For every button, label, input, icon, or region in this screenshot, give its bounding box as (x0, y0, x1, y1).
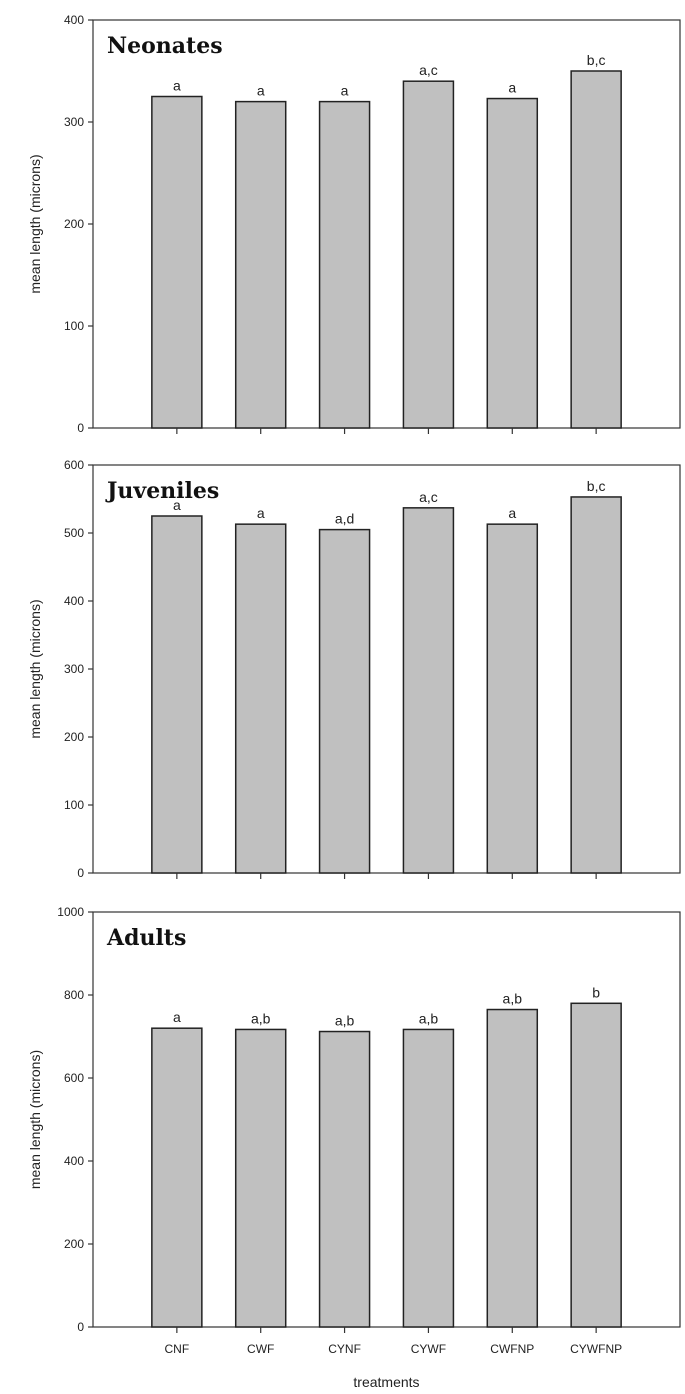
y-tick-label-0-3: 300 (64, 115, 84, 129)
bar-0-5 (570, 70, 622, 429)
category-label-0: CNF (165, 1342, 190, 1356)
category-label-1: CWF (247, 1342, 274, 1356)
y-tick-label-2-5: 1000 (57, 905, 84, 919)
significance-label-2-5: b (592, 984, 600, 1000)
y-axis-label-1: mean length (microns) (27, 599, 43, 738)
bar-1-4 (486, 523, 539, 874)
category-label-5: CYWFNP (570, 1342, 622, 1356)
bar-1-2 (318, 528, 371, 874)
panel-title-2: Adults (106, 925, 186, 951)
y-axis-label-0: mean length (microns) (27, 154, 43, 293)
y-tick-label-1-3: 300 (64, 662, 84, 676)
bar-2-5 (570, 1002, 622, 1328)
y-tick-label-2-0: 0 (77, 1320, 84, 1334)
bar-1-5 (570, 496, 622, 874)
significance-label-0-2: a (341, 83, 349, 99)
plot-frame-2 (92, 911, 681, 1328)
y-tick-label-0-2: 200 (64, 217, 84, 231)
y-tick-label-1-2: 200 (64, 730, 84, 744)
bar-0-1 (234, 100, 287, 429)
significance-label-1-1: a (257, 505, 265, 521)
significance-label-2-2: a,b (335, 1013, 355, 1029)
significance-label-2-1: a,b (251, 1010, 271, 1026)
y-tick-label-1-4: 400 (64, 594, 84, 608)
bar-1-0 (151, 515, 203, 874)
y-tick-label-1-1: 100 (64, 798, 84, 812)
significance-label-2-4: a,b (503, 991, 523, 1007)
panel-title-1: Juveniles (105, 478, 219, 504)
significance-label-0-1: a (257, 83, 265, 99)
significance-label-0-4: a (508, 80, 516, 96)
significance-label-2-0: a (173, 1009, 181, 1025)
y-tick-label-2-2: 400 (64, 1154, 84, 1168)
y-tick-label-2-4: 800 (64, 988, 84, 1002)
significance-label-0-3: a,c (419, 62, 438, 78)
y-tick-label-1-6: 600 (64, 458, 84, 472)
x-axis-label: treatments (353, 1374, 419, 1390)
significance-label-1-2: a,d (335, 511, 354, 527)
y-tick-label-2-1: 200 (64, 1237, 84, 1251)
bar-1-3 (402, 507, 455, 874)
bar-2-0 (151, 1027, 203, 1328)
significance-label-1-0: a (173, 497, 181, 513)
category-label-4: CWFNP (490, 1342, 534, 1356)
y-tick-label-2-3: 600 (64, 1071, 84, 1085)
y-tick-label-0-4: 400 (64, 13, 84, 27)
panel-title-0: Neonates (107, 33, 223, 59)
y-tick-label-1-5: 500 (64, 526, 84, 540)
significance-label-1-5: b,c (587, 478, 606, 494)
bar-2-4 (486, 1008, 539, 1328)
y-tick-label-0-1: 100 (64, 319, 84, 333)
bar-0-4 (486, 97, 539, 429)
category-label-2: CYNF (328, 1342, 361, 1356)
bar-2-3 (402, 1028, 455, 1328)
significance-label-1-3: a,c (419, 489, 438, 505)
bar-0-3 (402, 80, 455, 429)
y-tick-label-0-0: 0 (77, 421, 84, 435)
significance-label-0-5: b,c (587, 52, 606, 68)
significance-label-0-0: a (173, 78, 181, 94)
bar-2-2 (318, 1030, 371, 1328)
bar-1-1 (234, 523, 287, 874)
significance-label-1-4: a (508, 505, 516, 521)
y-tick-label-1-0: 0 (77, 866, 84, 880)
bar-0-0 (151, 95, 203, 429)
category-label-3: CYWF (411, 1342, 446, 1356)
y-axis-label-2: mean length (microns) (27, 1050, 43, 1189)
bar-0-2 (318, 100, 371, 429)
bar-2-1 (234, 1028, 287, 1328)
significance-label-2-3: a,b (419, 1010, 439, 1026)
